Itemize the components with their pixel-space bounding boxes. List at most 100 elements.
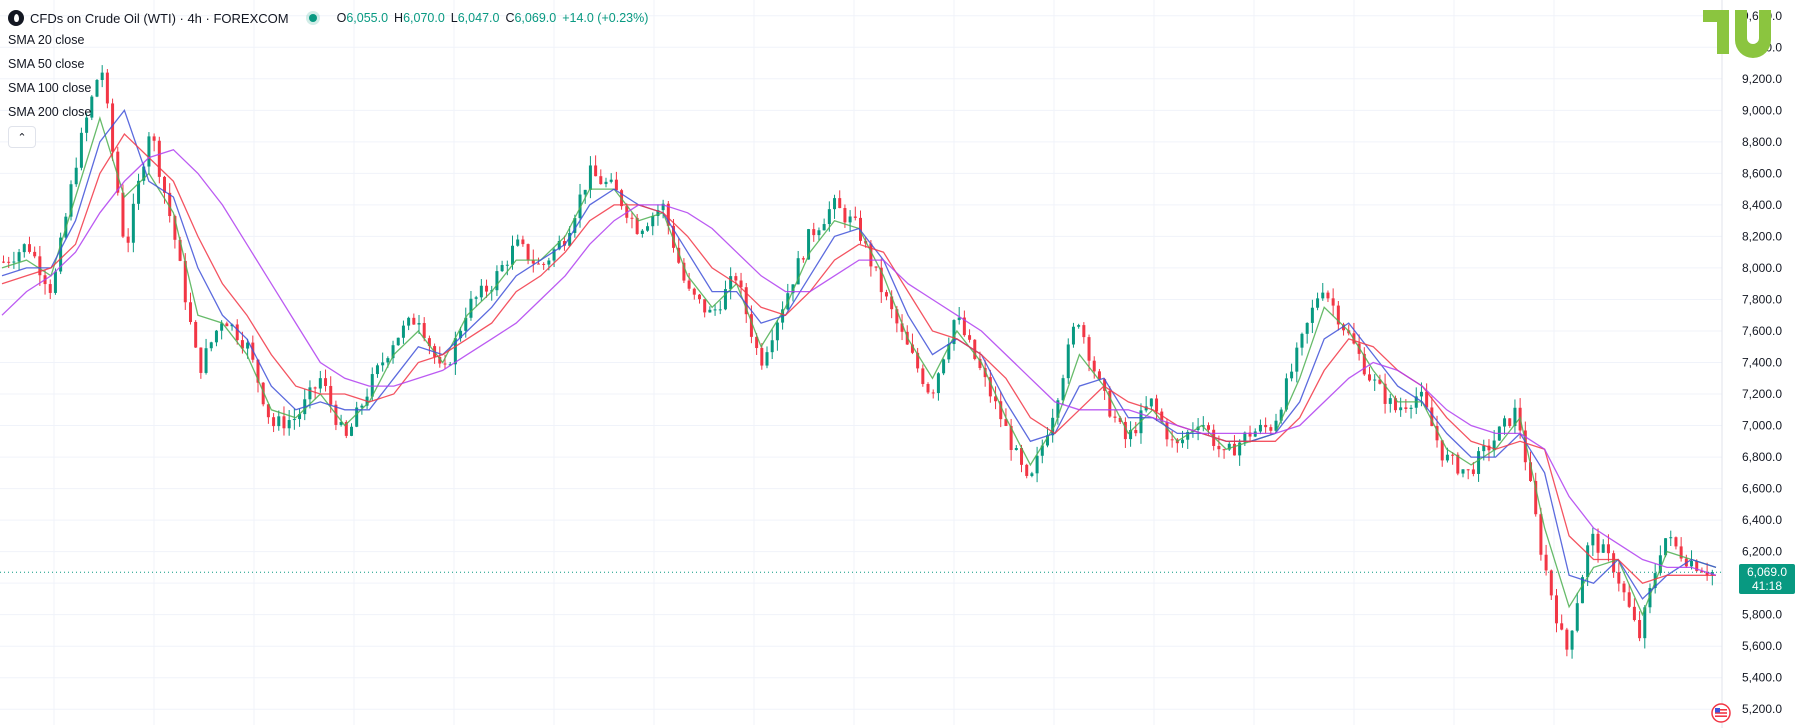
candle-body — [926, 384, 930, 393]
candle-body — [194, 321, 198, 348]
candle-body — [713, 309, 717, 311]
indicator-sma200[interactable]: SMA 200 close — [8, 105, 92, 119]
candle-body — [344, 422, 348, 436]
candle-body — [1471, 469, 1475, 474]
y-tick-label: 6,400.0 — [1742, 513, 1782, 527]
candle-body — [723, 289, 727, 310]
candle-body — [147, 136, 151, 167]
candle-body — [1342, 324, 1346, 331]
sma50-line — [1, 108, 1717, 600]
candle-body — [339, 422, 343, 425]
candle-body — [1129, 430, 1133, 440]
candle-body — [85, 117, 89, 133]
candle-body — [614, 179, 618, 191]
candle-body — [1539, 514, 1543, 555]
candle-body — [921, 368, 925, 385]
candle-body — [1466, 469, 1470, 471]
candle-body — [1544, 554, 1548, 571]
candle-body — [287, 420, 291, 429]
candle-body — [1025, 464, 1029, 476]
y-tick-label: 5,800.0 — [1742, 608, 1782, 622]
us-flag-icon[interactable] — [1711, 703, 1731, 723]
candle-body — [599, 176, 603, 185]
candle-body — [1056, 400, 1060, 418]
candle-body — [1643, 607, 1647, 639]
candle-body — [168, 192, 172, 217]
candle-body — [1186, 431, 1190, 440]
candle-body — [879, 267, 883, 293]
candle-body — [646, 226, 650, 231]
candle-body — [718, 309, 722, 311]
candle-body — [261, 382, 265, 405]
y-tick-label: 9,000.0 — [1742, 103, 1782, 117]
candle-body — [391, 345, 395, 359]
last-price-label: 6,069.0 41:18 — [1739, 564, 1795, 595]
market-status-icon[interactable] — [308, 14, 317, 22]
candle-body — [401, 325, 405, 338]
candle-body — [947, 344, 951, 360]
y-tick-label: 7,400.0 — [1742, 356, 1782, 370]
candle-body — [755, 336, 759, 349]
change-value: +14.0 (+0.23%) — [562, 11, 649, 25]
y-tick-label: 8,800.0 — [1742, 135, 1782, 149]
indicator-sma100[interactable]: SMA 100 close — [8, 81, 92, 95]
candle-body — [474, 297, 478, 299]
indicator-sma50[interactable]: SMA 50 close — [8, 57, 85, 71]
candle-body — [703, 299, 707, 313]
candle-body — [163, 176, 167, 193]
candle-body — [1009, 426, 1013, 450]
candle-body — [1290, 371, 1294, 379]
high-value: 6,070.0 — [403, 11, 445, 25]
candle-body — [355, 407, 359, 427]
candle-body — [1549, 570, 1553, 596]
candle-body — [282, 416, 286, 429]
indicator-sma20[interactable]: SMA 20 close — [8, 33, 85, 47]
candle-body — [1248, 432, 1252, 437]
candle-body — [884, 292, 888, 297]
candle-body — [542, 263, 546, 265]
candle-body — [635, 217, 639, 234]
y-tick-label: 7,600.0 — [1742, 324, 1782, 338]
candle-body — [500, 265, 504, 272]
candle-body — [1316, 298, 1320, 308]
candle-body — [116, 151, 120, 193]
candle-body — [479, 285, 483, 298]
candle-body — [438, 356, 442, 364]
candle-body — [708, 309, 712, 313]
candle-body — [1674, 537, 1678, 547]
candle-body — [765, 352, 769, 366]
sma200-line — [1, 148, 1717, 576]
candle-body — [640, 230, 644, 234]
candle-body — [848, 216, 852, 223]
candle-body — [199, 347, 203, 373]
y-tick-label: 8,400.0 — [1742, 198, 1782, 212]
candle-body — [1222, 449, 1226, 451]
candle-body — [214, 330, 218, 343]
candle-body — [1622, 583, 1626, 593]
candle-body — [1679, 546, 1683, 559]
candle-body — [744, 287, 748, 315]
candle-body — [578, 194, 582, 219]
candle-body — [661, 203, 665, 211]
candle-body — [505, 264, 509, 266]
candle-body — [791, 284, 795, 294]
candle-body — [1477, 451, 1481, 474]
symbol-title[interactable]: CFDs on Crude Oil (WTI) · 4h · FOREXCOM — [30, 10, 289, 26]
last-price-value: 6,069.0 — [1746, 565, 1788, 580]
candle-body — [1404, 407, 1408, 409]
candle-body — [604, 181, 608, 185]
candle-body — [329, 385, 333, 405]
candle-body — [1700, 570, 1704, 573]
candle-body — [137, 180, 141, 204]
candle-body — [308, 387, 312, 400]
y-tick-label: 8,200.0 — [1742, 229, 1782, 243]
candle-body — [978, 358, 982, 369]
symbol-row[interactable]: CFDs on Crude Oil (WTI) · 4h · FOREXCOM … — [8, 8, 648, 28]
candle-body — [874, 266, 878, 268]
candle-body — [1264, 424, 1268, 428]
collapse-indicators-button[interactable]: ⌃ — [8, 126, 36, 148]
candle-body — [853, 216, 857, 218]
candle-body — [1170, 439, 1174, 441]
